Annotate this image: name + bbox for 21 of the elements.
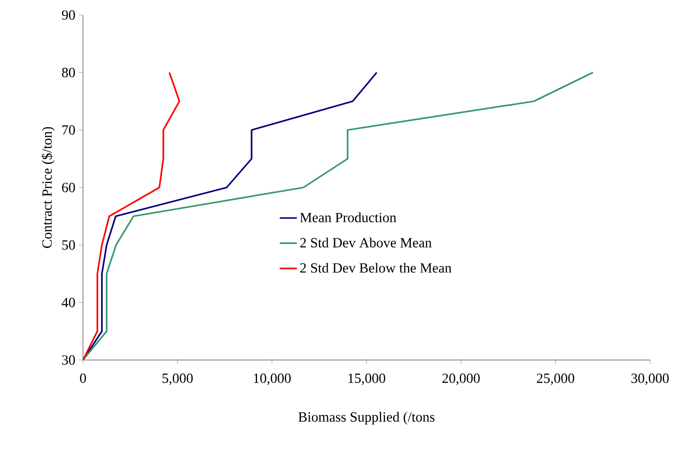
y-tick-label: 50 — [62, 240, 75, 250]
y-tick-label: 80 — [62, 68, 75, 78]
y-tick-label: 40 — [62, 298, 75, 308]
y-tick-label: 70 — [62, 125, 75, 135]
x-tick-label: 10,000 — [254, 374, 291, 385]
x-tick-label: 15,000 — [348, 374, 386, 385]
x-tick-label: 0 — [80, 374, 86, 383]
x-tick-label: 30,000 — [631, 374, 669, 385]
y-tick-label: 60 — [62, 182, 75, 192]
y-tick-label: 30 — [62, 355, 75, 365]
line-series — [83, 72, 594, 360]
x-axis-title: Biomass Supplied (/tons — [298, 412, 434, 425]
x-tick-label: 20,000 — [442, 374, 480, 385]
legend-label: Mean Production — [300, 212, 396, 222]
y-axis-title: Contract Price ($/ton) — [41, 127, 55, 248]
y-tick-label: 90 — [62, 10, 75, 20]
legend-label: 2 Std Dev Above Mean — [300, 238, 432, 248]
legend-label: 2 Std Dev Below the Mean — [300, 262, 452, 273]
x-tick-label: 25,000 — [536, 374, 574, 385]
x-tick-label: 5,000 — [162, 374, 193, 385]
line-series — [83, 72, 180, 360]
